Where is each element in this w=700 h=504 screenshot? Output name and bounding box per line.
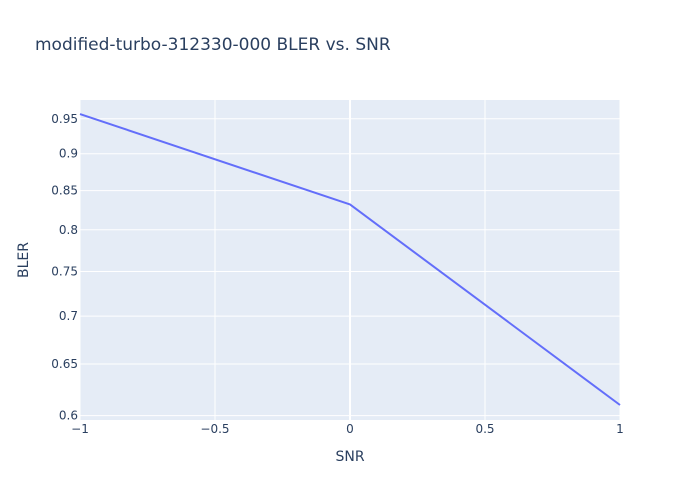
series-layer bbox=[79, 113, 621, 406]
y-tick-label: 0.75 bbox=[51, 265, 78, 279]
y-tick-label: 0.7 bbox=[59, 309, 78, 323]
grid-layer bbox=[79, 100, 621, 420]
x-tick-label: 0 bbox=[346, 422, 354, 436]
x-tick-label: 0.5 bbox=[475, 422, 494, 436]
y-tick-label: 0.8 bbox=[59, 223, 78, 237]
y-tick-label: 0.95 bbox=[51, 112, 78, 126]
y-tick-label: 0.85 bbox=[51, 184, 78, 198]
x-tick-labels: −1 −0.5 0 0.5 1 bbox=[71, 422, 624, 436]
x-tick-label: 1 bbox=[616, 422, 624, 436]
y-tick-labels: 0.6 0.65 0.7 0.75 0.8 0.85 0.9 0.95 bbox=[51, 112, 78, 423]
x-tick-label: −1 bbox=[71, 422, 89, 436]
chart-title: modified-turbo-312330-000 BLER vs. SNR bbox=[35, 35, 391, 55]
y-axis-title: BLER bbox=[16, 242, 32, 278]
y-tick-label: 0.6 bbox=[59, 409, 78, 423]
series-line bbox=[79, 113, 621, 406]
y-tick-label: 0.9 bbox=[59, 147, 78, 161]
x-tick-label: −0.5 bbox=[200, 422, 229, 436]
y-tick-label: 0.65 bbox=[51, 357, 78, 371]
x-axis-title: SNR bbox=[335, 449, 364, 465]
